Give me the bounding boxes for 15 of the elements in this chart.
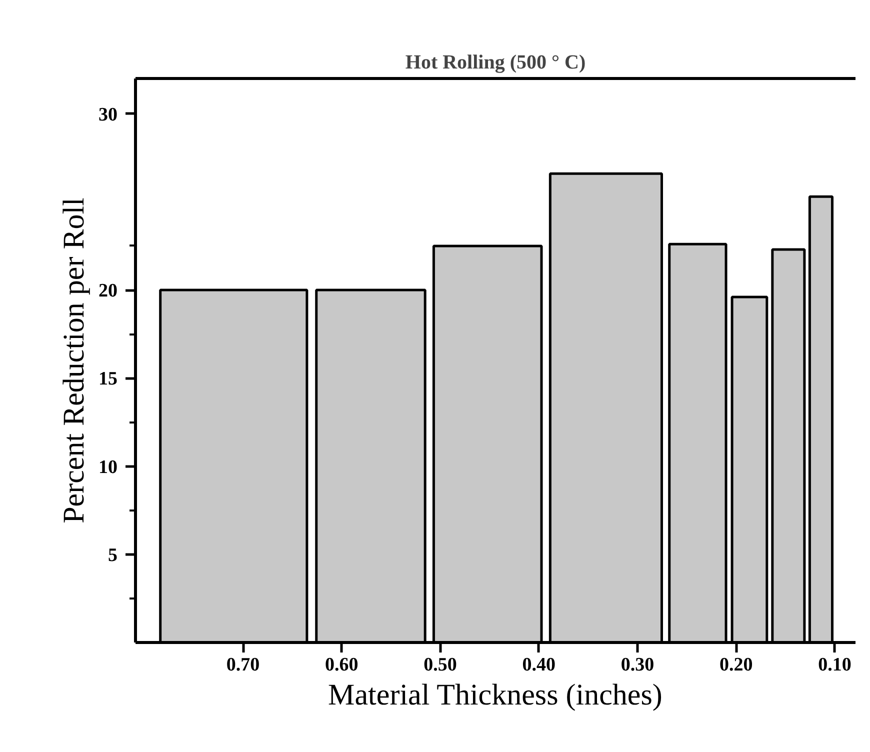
- chart-title: Hot Rolling (500 ° C): [405, 52, 586, 74]
- x-tick-label: 0.30: [620, 654, 654, 676]
- x-tick-label: 0.60: [325, 654, 358, 676]
- y-tick-label: 15: [98, 368, 118, 390]
- y-tick-label: 20: [98, 280, 118, 302]
- x-tick-label: 0.20: [720, 654, 753, 676]
- y-tick-label: 30: [98, 104, 118, 126]
- x-tick-label: 0.40: [522, 654, 556, 676]
- y-tick-label: 10: [98, 456, 118, 478]
- x-axis-title: Material Thickness (inches): [328, 678, 662, 712]
- x-tick-label: 0.10: [818, 654, 852, 676]
- x-tick-label: 0.70: [226, 654, 260, 676]
- x-tick-label: 0.50: [424, 654, 457, 676]
- y-tick-label: 5: [108, 544, 118, 566]
- y-axis-title: Percent Reduction per Roll: [58, 198, 90, 524]
